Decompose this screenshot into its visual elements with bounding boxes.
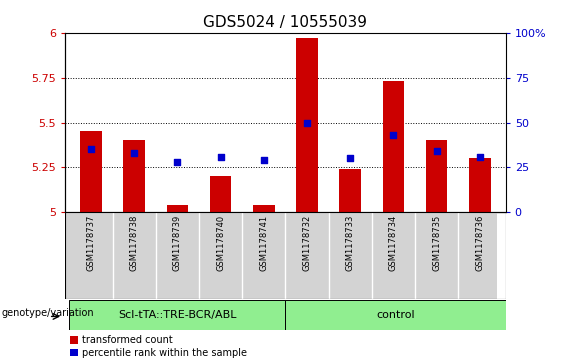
Point: [346, 155, 355, 161]
Point: [86, 147, 95, 152]
Point: [389, 132, 398, 138]
Point: [173, 159, 182, 165]
Point: [259, 157, 268, 163]
Text: GSM1178736: GSM1178736: [475, 215, 484, 272]
Point: [475, 154, 484, 160]
Point: [129, 150, 138, 156]
Text: GSM1178741: GSM1178741: [259, 215, 268, 271]
Bar: [469, 159, 490, 212]
Text: GSM1178740: GSM1178740: [216, 215, 225, 271]
Title: GDS5024 / 10555039: GDS5024 / 10555039: [203, 15, 367, 30]
Bar: [123, 140, 145, 212]
Text: GSM1178734: GSM1178734: [389, 215, 398, 271]
Point: [302, 119, 311, 125]
Bar: [167, 205, 188, 212]
Bar: [80, 131, 102, 212]
Bar: [285, 300, 506, 330]
Text: GSM1178733: GSM1178733: [346, 215, 355, 272]
Bar: [210, 176, 231, 212]
Bar: [426, 140, 447, 212]
Text: Scl-tTA::TRE-BCR/ABL: Scl-tTA::TRE-BCR/ABL: [118, 310, 237, 320]
Text: genotype/variation: genotype/variation: [1, 308, 94, 318]
Text: GSM1178739: GSM1178739: [173, 215, 182, 271]
Text: GSM1178737: GSM1178737: [86, 215, 95, 272]
Text: control: control: [376, 310, 415, 320]
Point: [432, 148, 441, 154]
Point: [216, 154, 225, 160]
Bar: [253, 205, 275, 212]
Bar: [383, 81, 404, 212]
Legend: transformed count, percentile rank within the sample: transformed count, percentile rank withi…: [70, 335, 247, 358]
Text: GSM1178732: GSM1178732: [302, 215, 311, 271]
Text: GSM1178738: GSM1178738: [129, 215, 138, 272]
Bar: [296, 38, 318, 212]
Text: GSM1178735: GSM1178735: [432, 215, 441, 271]
Bar: [340, 169, 361, 212]
Bar: [69, 300, 285, 330]
